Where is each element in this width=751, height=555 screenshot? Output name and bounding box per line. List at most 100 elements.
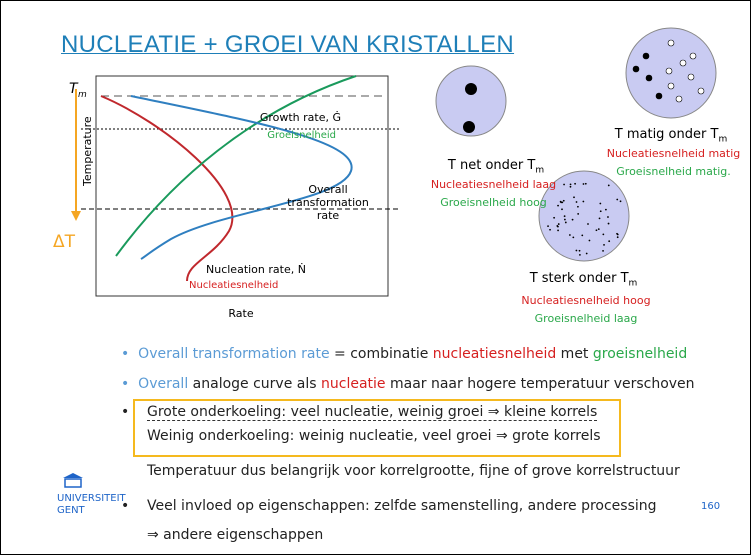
text: nucleatie: [321, 376, 386, 392]
nucleus: [602, 249, 604, 252]
bullet: • Overall analoge curve als nucleatie ma…: [121, 376, 695, 392]
nucleus: [563, 215, 566, 218]
caption: T net onder Tm: [446, 158, 546, 176]
nucleus: [616, 198, 619, 201]
grain: [675, 95, 683, 103]
caption-sub: m: [628, 278, 638, 289]
nucleus: [597, 228, 600, 231]
text: groeisnelheid: [592, 346, 688, 362]
nucleus: [568, 234, 571, 236]
nucleus: [575, 249, 578, 252]
bullet-mark: •: [121, 404, 130, 420]
nucleus: [547, 225, 549, 228]
arrow-head: [71, 211, 81, 221]
grain: [689, 52, 697, 60]
caption-sub: m: [535, 165, 545, 176]
grain: [667, 82, 675, 90]
logo-text: GENT: [57, 505, 85, 516]
text: Veel invloed op eigenschappen: zelfde sa…: [147, 498, 657, 514]
caption: T sterk onder Tm: [521, 271, 646, 289]
label: Growth rate, Ġ: [260, 111, 341, 124]
nucleus: [557, 225, 559, 228]
nucleus: [588, 239, 591, 242]
nucleus: [553, 216, 556, 219]
text: Temperatuur dus belangrijk voor korrelgr…: [147, 463, 680, 479]
note: Groeisnelheid matig.: [616, 165, 731, 178]
bullet-mark: •: [121, 498, 130, 514]
nucleus: [577, 213, 580, 215]
nucleus: [603, 244, 605, 246]
grain: [655, 92, 663, 100]
text: ⇒ andere eigenschappen: [147, 527, 324, 543]
note: Nucleatiesnelheid matig: [606, 147, 741, 160]
title: NUCLEATIE + GROEI VAN KRISTALLEN: [61, 31, 515, 58]
circle: [435, 65, 507, 137]
text: Overall: [138, 376, 189, 392]
nucleus: [581, 234, 584, 237]
nucleus: [616, 233, 619, 236]
text: analoge curve als: [188, 376, 321, 392]
logo-icon: [63, 473, 83, 488]
nucleus: [572, 236, 575, 239]
bullet-mark: •: [121, 346, 139, 362]
nucleus: [599, 210, 602, 213]
caption-text: T net onder T: [447, 158, 536, 173]
nucleus: [619, 200, 622, 203]
highlight-box: [133, 399, 621, 457]
grain: [645, 74, 653, 82]
grain: [667, 39, 675, 47]
nucleus: [602, 233, 605, 236]
logo: UNIVERSITEIT GENT: [57, 493, 126, 517]
nucleus: [616, 236, 619, 239]
grain: [465, 83, 477, 95]
text: met: [556, 346, 593, 362]
nucleus: [607, 222, 610, 225]
y-axis-label: Temperature: [81, 116, 94, 187]
nucleus: [563, 218, 566, 221]
nucleus: [582, 183, 585, 185]
grain: [463, 121, 475, 133]
nucleus: [577, 205, 579, 208]
caption-text: T matig onder T: [614, 127, 719, 142]
text: Overall transformation rate: [138, 346, 330, 362]
nucleus: [549, 228, 551, 231]
text: nucleatiesnelheid: [432, 346, 557, 362]
nucleus: [557, 223, 560, 225]
nucleus: [573, 196, 575, 199]
nucleus: [585, 252, 588, 255]
grain: [632, 65, 640, 73]
nucleus: [608, 240, 611, 243]
text: = combinatie: [329, 346, 433, 362]
note: Nucleatiesnelheid hoog: [521, 294, 651, 307]
tm-sub: m: [78, 90, 87, 100]
note: Nucleatiesnelheid laag: [430, 178, 557, 191]
label: Nucleatiesnelheid: [189, 280, 278, 291]
text: Grote onderkoeling: veel nucleatie, wein…: [147, 404, 598, 421]
nucleus: [563, 183, 565, 186]
note: Groeisnelheid hoog: [440, 196, 547, 209]
nucleus: [599, 202, 602, 205]
grain: [642, 52, 650, 60]
caption-sub: m: [718, 134, 728, 145]
logo-text: UNIVERSITEIT: [57, 493, 126, 504]
nucleus: [574, 182, 576, 185]
nucleus: [562, 199, 565, 202]
nucleus: [579, 254, 581, 256]
nucleus: [582, 200, 585, 203]
nucleus: [605, 208, 607, 211]
nucleus: [595, 229, 598, 232]
circle: [538, 170, 630, 262]
nucleus: [557, 229, 559, 232]
plot-frame: [95, 75, 389, 297]
crystal-circles: [435, 27, 717, 262]
label: transformation: [287, 196, 369, 209]
caption-text: T sterk onder T: [529, 271, 629, 286]
grain: [679, 59, 687, 67]
delta-t: ΔT: [53, 232, 76, 252]
nucleus: [571, 218, 574, 221]
nucleus: [559, 200, 562, 203]
nucleus: [607, 216, 609, 218]
bullet: • Overall transformation rate = combinat…: [121, 346, 687, 362]
nucleus: [569, 183, 572, 186]
nucleus: [598, 217, 601, 220]
